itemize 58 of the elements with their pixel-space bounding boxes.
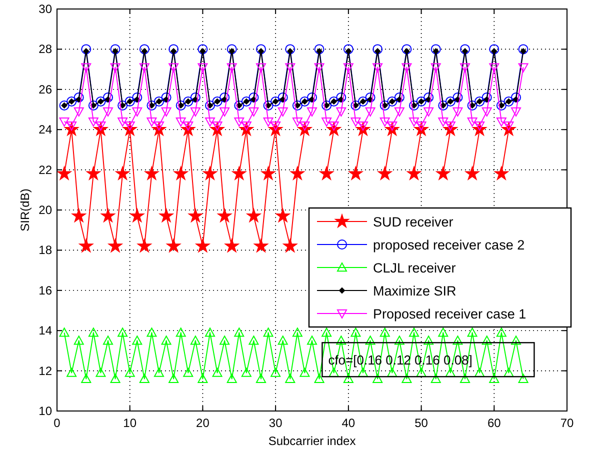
y-axis-title: SIR(dB) — [18, 188, 32, 232]
point — [108, 238, 123, 252]
y-tick-label: 10 — [38, 404, 52, 418]
point — [290, 166, 305, 180]
point — [254, 238, 268, 252]
legend-label: SUD receiver — [373, 214, 454, 230]
point — [130, 208, 144, 222]
x-tick-label: 10 — [123, 416, 137, 430]
y-tick-label: 26 — [38, 82, 52, 96]
y-tick-label: 20 — [38, 203, 52, 217]
y-tick-label: 14 — [38, 324, 52, 338]
y-tick-label: 16 — [38, 283, 52, 298]
point — [406, 166, 422, 180]
x-axis-title: Subcarrier index — [268, 434, 356, 448]
point — [319, 166, 334, 180]
y-tick-label: 24 — [38, 122, 52, 137]
point — [195, 238, 210, 252]
point — [78, 238, 94, 252]
point — [465, 166, 480, 180]
point — [282, 238, 298, 252]
y-tick-label: 30 — [38, 2, 52, 16]
y-tick-label: 22 — [38, 162, 52, 177]
x-tick-label: 50 — [414, 416, 428, 430]
point — [232, 166, 246, 180]
point — [144, 166, 159, 180]
point — [188, 208, 203, 222]
y-tick-label: 28 — [38, 42, 52, 56]
point — [436, 166, 450, 180]
point — [246, 208, 261, 222]
x-tick-label: 0 — [54, 416, 61, 430]
legend-label: Maximize SIR — [373, 283, 457, 298]
point — [159, 208, 174, 222]
point — [276, 208, 290, 222]
x-tick-label: 60 — [487, 416, 502, 430]
x-tick-label: 40 — [342, 416, 356, 430]
point — [261, 166, 276, 180]
point — [100, 208, 116, 222]
x-tick-label: 20 — [196, 416, 210, 430]
point — [378, 166, 392, 180]
legend-label: proposed receiver case 2 — [373, 237, 525, 252]
x-tick-label: 70 — [560, 416, 574, 430]
point — [217, 208, 232, 222]
point — [137, 238, 152, 252]
legend-label: CLJL receiver — [373, 260, 456, 276]
legend-label: Proposed receiver case 1 — [373, 306, 526, 322]
point — [86, 166, 101, 180]
point — [166, 238, 181, 252]
point — [57, 166, 72, 180]
point — [348, 166, 363, 180]
point — [174, 166, 188, 180]
y-tick-label: 12 — [38, 364, 52, 378]
x-tick-label: 30 — [268, 416, 283, 430]
point — [494, 166, 509, 180]
point — [115, 166, 130, 180]
y-tick-label: 18 — [38, 243, 52, 258]
point — [202, 166, 218, 180]
point — [72, 208, 86, 222]
point — [224, 238, 240, 252]
